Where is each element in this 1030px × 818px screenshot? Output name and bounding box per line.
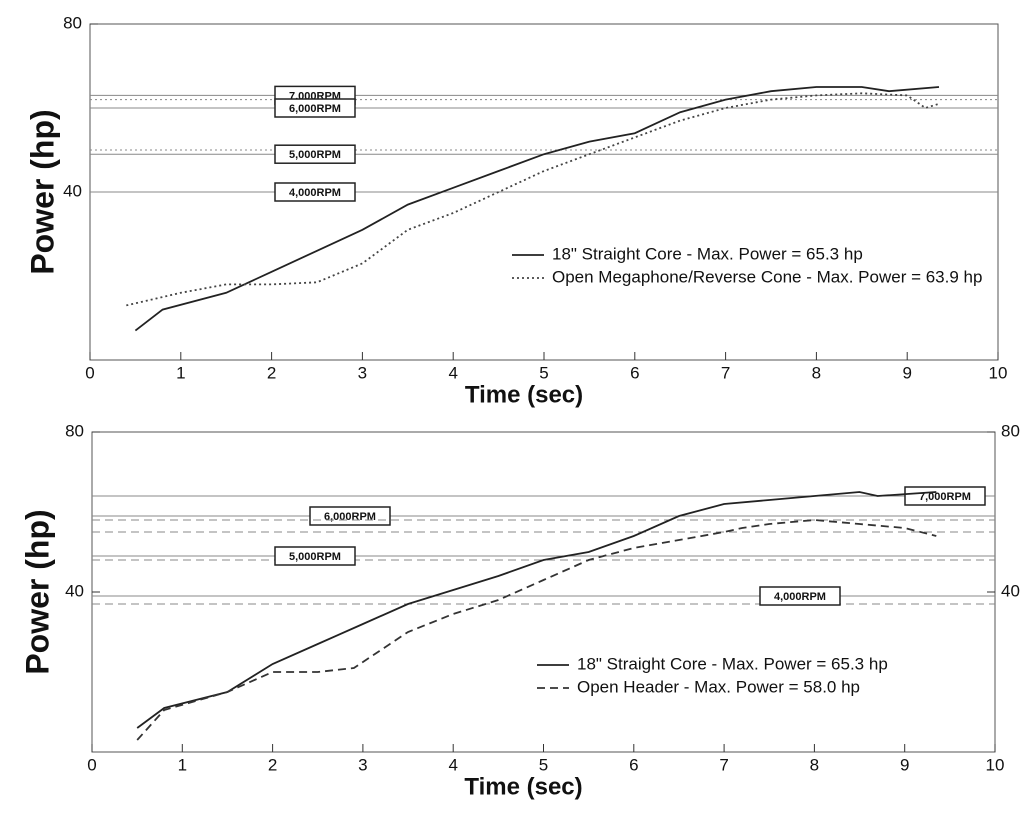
x-tick-label: 5 — [539, 363, 548, 382]
y2-tick-label: 80 — [1001, 421, 1020, 440]
y-tick-label: 40 — [65, 581, 84, 600]
rpm-label: 5,000RPM — [289, 551, 341, 563]
series-line — [126, 92, 940, 307]
x-tick-label: 1 — [178, 755, 187, 774]
series-line — [136, 491, 937, 729]
x-tick-label: 10 — [986, 755, 1005, 774]
x-axis-title: Time (sec) — [465, 381, 583, 408]
x-tick-label: 3 — [358, 363, 367, 382]
x-tick-label: 8 — [810, 755, 819, 774]
x-tick-label: 8 — [812, 363, 821, 382]
rpm-label: 6,000RPM — [324, 511, 376, 523]
x-tick-label: 5 — [539, 755, 548, 774]
legend-label: 18" Straight Core - Max. Power = 65.3 hp — [577, 654, 888, 673]
x-tick-label: 4 — [448, 363, 457, 382]
plot-frame — [91, 431, 996, 753]
x-tick-label: 3 — [358, 755, 367, 774]
x-tick-label: 2 — [268, 755, 277, 774]
legend-label: Open Megaphone/Reverse Cone - Max. Power… — [552, 267, 982, 286]
rpm-box — [274, 144, 356, 164]
x-tick-label: 6 — [630, 363, 639, 382]
y-tick-label: 40 — [63, 181, 82, 200]
series-line — [134, 86, 940, 332]
x-tick-label: 2 — [267, 363, 276, 382]
y-tick-label: 80 — [63, 13, 82, 32]
rpm-box — [274, 98, 356, 118]
rpm-box — [759, 586, 841, 606]
rpm-label: 4,000RPM — [289, 187, 341, 199]
x-tick-label: 10 — [989, 363, 1008, 382]
x-tick-label: 7 — [721, 363, 730, 382]
x-tick-label: 1 — [176, 363, 185, 382]
rpm-box — [904, 486, 986, 506]
rpm-box — [274, 546, 356, 566]
x-tick-label: 6 — [629, 755, 638, 774]
series-line — [136, 519, 937, 741]
x-tick-label: 9 — [900, 755, 909, 774]
rpm-label: 5,000RPM — [289, 149, 341, 161]
rpm-label: 4,000RPM — [774, 591, 826, 603]
x-tick-label: 7 — [719, 755, 728, 774]
x-tick-label: 4 — [448, 755, 457, 774]
rpm-box — [274, 182, 356, 202]
x-tick-label: 9 — [902, 363, 911, 382]
x-axis-title: Time (sec) — [464, 773, 582, 800]
rpm-label: 6,000RPM — [289, 103, 341, 115]
y-axis-title: Power (hp) — [19, 509, 55, 674]
y-axis-title: Power (hp) — [24, 109, 60, 274]
y-tick-label: 80 — [65, 421, 84, 440]
y2-tick-label: 40 — [1001, 581, 1020, 600]
x-tick-label: 0 — [85, 363, 94, 382]
legend-label: Open Header - Max. Power = 58.0 hp — [577, 677, 860, 696]
rpm-label: 7,000RPM — [919, 491, 971, 503]
legend-label: 18" Straight Core - Max. Power = 65.3 hp — [552, 244, 863, 263]
x-tick-label: 0 — [87, 755, 96, 774]
